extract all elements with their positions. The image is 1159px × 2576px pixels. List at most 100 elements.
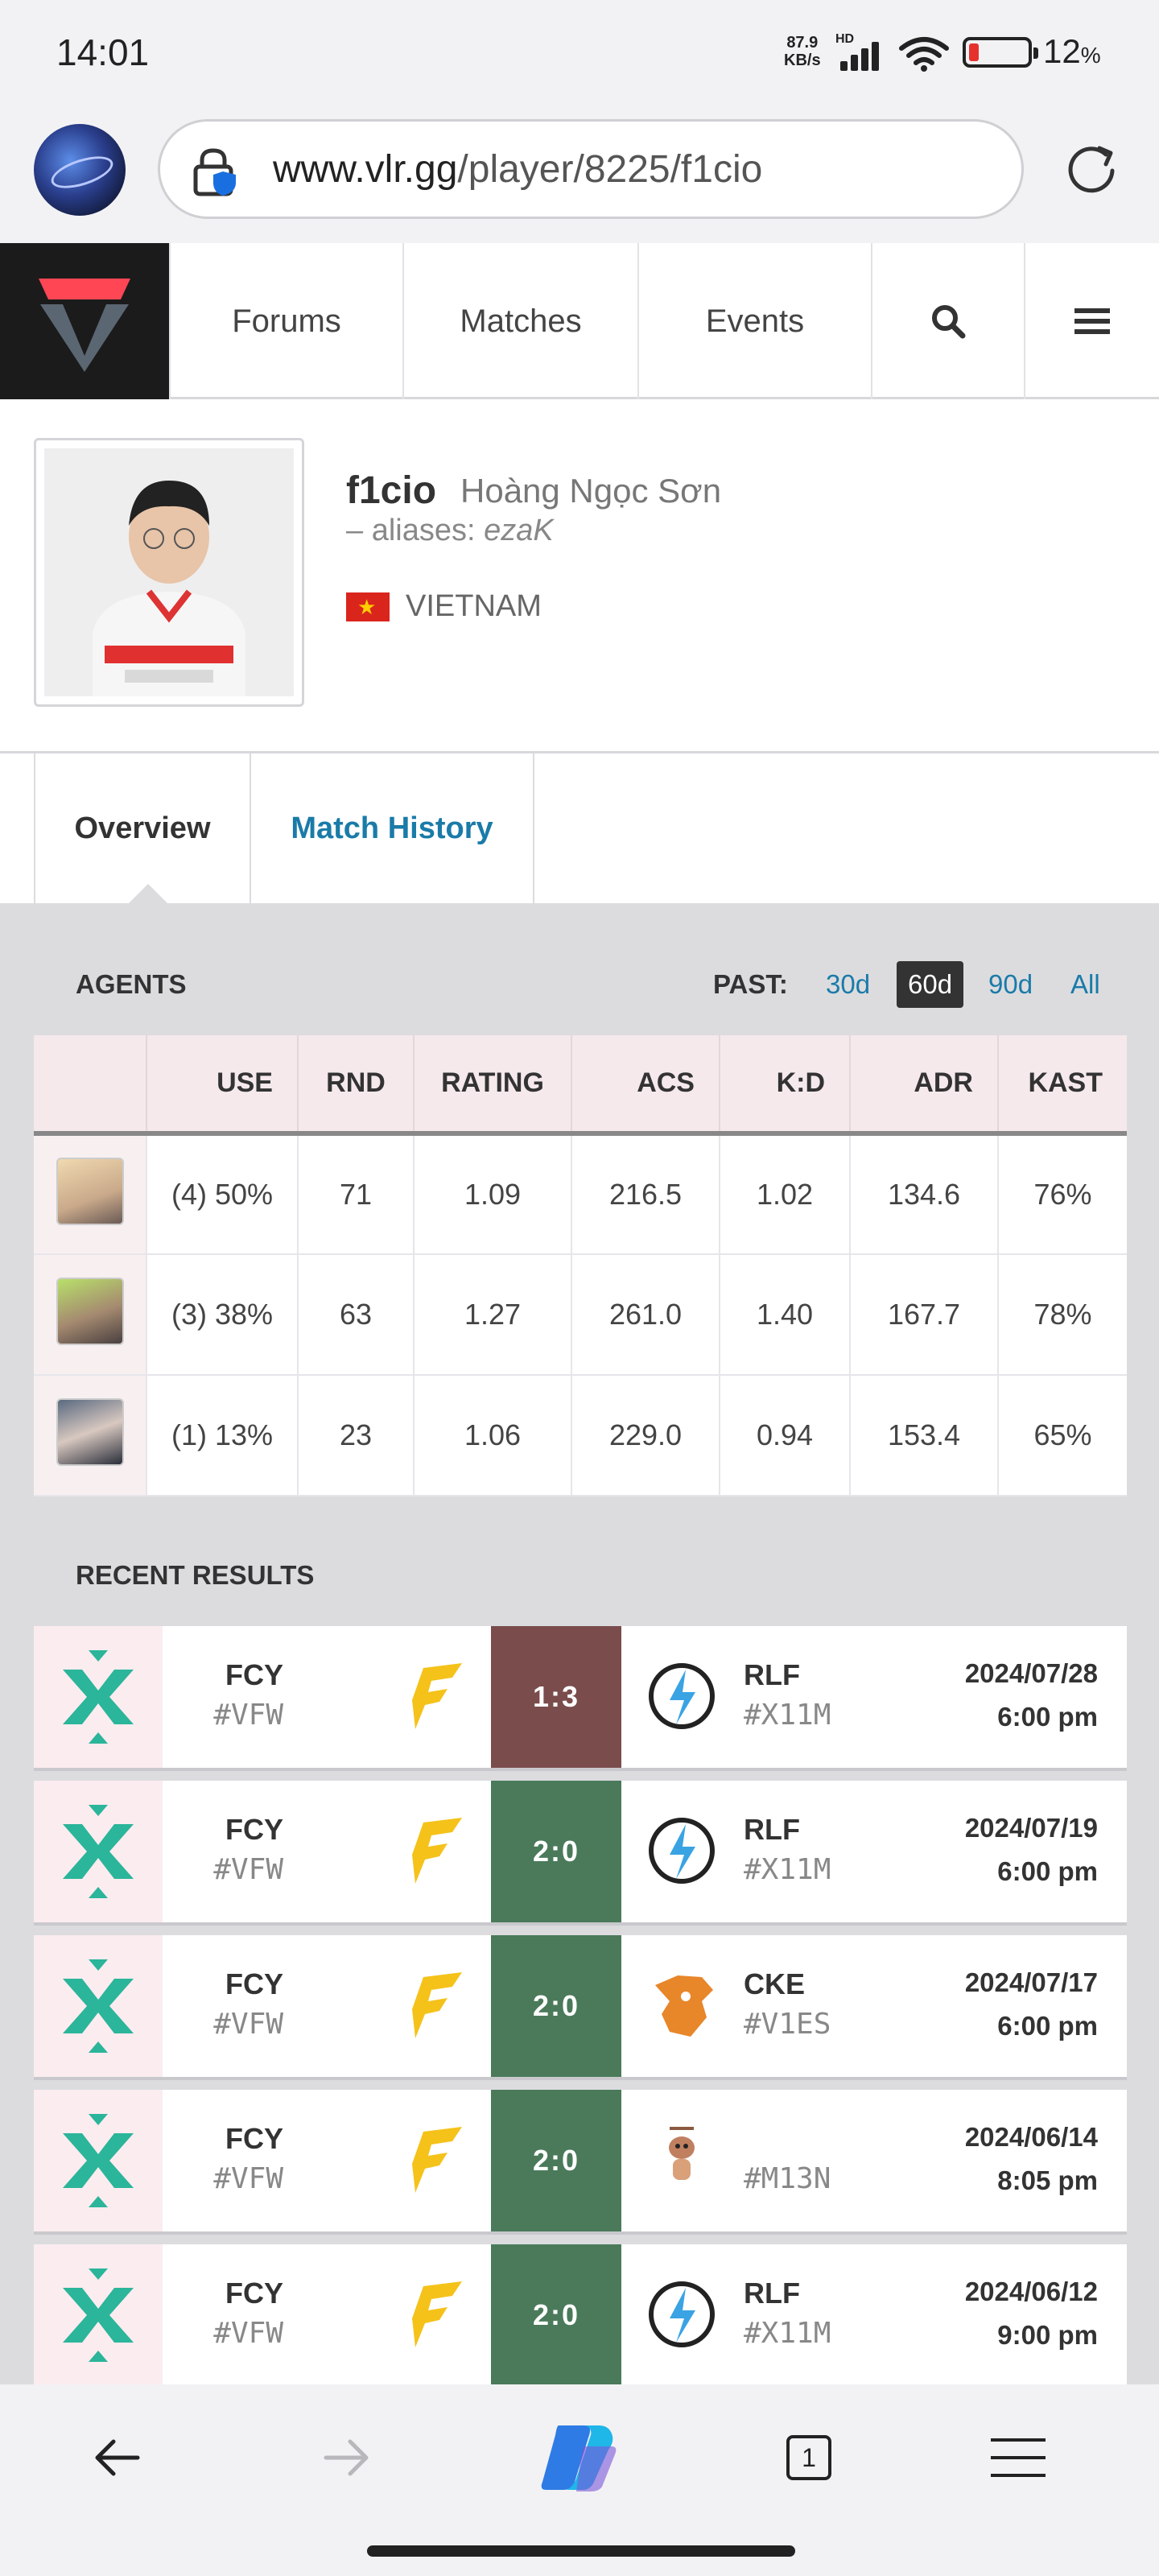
hd-indicator: HD: [835, 32, 855, 46]
team2-name: CKE: [744, 1967, 806, 2000]
agent-use: (1) 13%: [146, 1375, 299, 1496]
agent-kast: 78%: [998, 1254, 1127, 1376]
player-country: VIETNAM: [406, 589, 542, 623]
copilot-button[interactable]: [534, 2413, 623, 2502]
team2-name: RLF: [744, 1658, 800, 1691]
tab-match-history[interactable]: Match History: [250, 753, 534, 903]
table-row: (3) 38% 63 1.27 261.0 1.40 167.7 78%: [34, 1254, 1127, 1376]
agent-rating: 1.09: [414, 1133, 572, 1255]
agent-rating: 1.06: [414, 1375, 572, 1496]
team1-tag: #VFW: [213, 1699, 283, 1732]
team2-name: RLF: [744, 2277, 800, 2310]
team1-logo-icon: [412, 1972, 462, 2038]
col-adr: ADR: [850, 1035, 999, 1136]
search-icon: [932, 305, 966, 339]
team1-name: FCY: [225, 1967, 283, 2000]
period-90d[interactable]: 90d: [988, 969, 1033, 999]
cell-signal-icon: [837, 39, 885, 71]
player-real-name: Hoàng Ngọc Sơn: [460, 472, 722, 510]
tab-count: 1: [802, 2442, 816, 2472]
col-kast: KAST: [998, 1035, 1127, 1136]
event-cell: [34, 1935, 163, 2077]
search-button[interactable]: [872, 243, 1025, 399]
team1-logo-icon: [412, 2281, 462, 2347]
agent-portrait-icon: [56, 1277, 124, 1345]
url-text[interactable]: www.vlr.gg/player/8225/f1cio: [273, 147, 762, 192]
team1-name: FCY: [225, 1658, 283, 1691]
match-score: 2:0: [491, 2090, 621, 2231]
team1-tag: #VFW: [213, 2317, 283, 2350]
col-use: USE: [146, 1035, 299, 1136]
home-indicator[interactable]: [367, 2545, 795, 2557]
browser-bottom-bar: 1: [0, 2384, 1159, 2576]
table-row: (1) 13% 23 1.06 229.0 0.94 153.4 65%: [34, 1375, 1127, 1496]
agent-rnd: 23: [298, 1375, 415, 1496]
event-cell: [34, 2090, 163, 2231]
agent-kast: 65%: [998, 1375, 1127, 1496]
agent-acs: 216.5: [571, 1133, 720, 1255]
browser-profile-avatar[interactable]: [34, 124, 126, 216]
table-row: (4) 50% 71 1.09 216.5 1.02 134.6 76%: [34, 1133, 1127, 1255]
team2-logo-icon: [669, 2127, 695, 2180]
vct-icon: [63, 1959, 134, 2053]
battery-icon: [963, 37, 1038, 68]
reload-icon[interactable]: [1061, 138, 1124, 201]
match-score: 2:0: [491, 2244, 621, 2384]
period-all[interactable]: All: [1070, 969, 1100, 999]
menu-button[interactable]: [1025, 243, 1159, 399]
agent-use: (4) 50%: [146, 1133, 299, 1255]
forward-button[interactable]: [303, 2413, 391, 2502]
status-time: 14:01: [56, 31, 150, 73]
team1-tag: #VFW: [213, 1853, 283, 1886]
url-domain: www.vlr.gg: [273, 148, 458, 191]
nav-matches[interactable]: Matches: [404, 243, 639, 399]
period-60d[interactable]: 60d: [897, 961, 964, 1008]
team2-logo-icon: [649, 1663, 715, 1729]
period-30d[interactable]: 30d: [826, 969, 871, 999]
tab-overview[interactable]: Overview: [34, 753, 251, 903]
back-button[interactable]: [72, 2413, 161, 2502]
browser-menu-button[interactable]: [974, 2413, 1062, 2502]
team1-name: FCY: [225, 1813, 283, 1846]
lock-shield-icon[interactable]: [189, 146, 241, 197]
team2-tag: #X11M: [744, 2317, 831, 2350]
team2-tag: #X11M: [744, 1853, 831, 1886]
nav-events[interactable]: Events: [639, 243, 872, 399]
address-bar[interactable]: www.vlr.gg/player/8225/f1cio: [158, 119, 1024, 219]
team1-name: FCY: [225, 2122, 283, 2155]
network-speed-unit: KB/s: [784, 52, 821, 69]
site-navbar: Forums Matches Events: [0, 243, 1159, 399]
profile-tabs: Overview Match History: [0, 753, 1159, 903]
arrow-right-icon: [324, 2439, 369, 2476]
vct-icon: [63, 1650, 134, 1744]
agent-portrait-icon: [56, 1397, 124, 1466]
vlr-logo[interactable]: [0, 243, 169, 399]
hamburger-menu-icon: [991, 2438, 1046, 2477]
nav-forums[interactable]: Forums: [169, 243, 404, 399]
vct-icon: [63, 1805, 134, 1898]
match-time: 6:00 pm: [997, 2011, 1098, 2041]
team1-name: FCY: [225, 2277, 283, 2310]
agent-cell: [34, 1133, 147, 1255]
match-score: 1:3: [491, 1626, 621, 1768]
result-row[interactable]: FCY #VFW 2:0 #M13N 2024/06/14 8:05 pm: [34, 2090, 1127, 2235]
hamburger-icon: [1074, 308, 1110, 334]
result-row[interactable]: FCY #VFW 2:0 CKE #V1ES 2024/07/17 6:00 p…: [34, 1935, 1127, 2080]
agent-adr: 167.7: [850, 1254, 999, 1376]
match-date: 2024/07/28: [964, 1658, 1098, 1688]
battery-percent: 12%: [1043, 32, 1101, 70]
vietnam-flag-icon: [346, 592, 390, 621]
agent-use: (3) 38%: [146, 1254, 299, 1376]
match-time: 6:00 pm: [997, 1856, 1098, 1886]
player-photo-frame: [34, 438, 304, 707]
agent-acs: 229.0: [571, 1375, 720, 1496]
active-tab-caret: [129, 884, 167, 903]
agent-kd: 0.94: [720, 1375, 851, 1496]
match-time: 9:00 pm: [997, 2320, 1098, 2350]
result-row[interactable]: FCY #VFW 2:0 RLF #X11M 2024/07/19 6:00 p…: [34, 1781, 1127, 1926]
result-row[interactable]: FCY #VFW 1:3 RLF #X11M 2024/07/28 6:00 p…: [34, 1626, 1127, 1771]
tabs-button[interactable]: 1: [765, 2413, 853, 2502]
col-kd: K:D: [720, 1035, 851, 1136]
player-header: f1cio Hoàng Ngọc Sơn – aliases: ezaK VIE…: [0, 399, 1159, 753]
result-row[interactable]: FCY #VFW 2:0 RLF #X11M 2024/06/12 9:00 p…: [34, 2244, 1127, 2384]
